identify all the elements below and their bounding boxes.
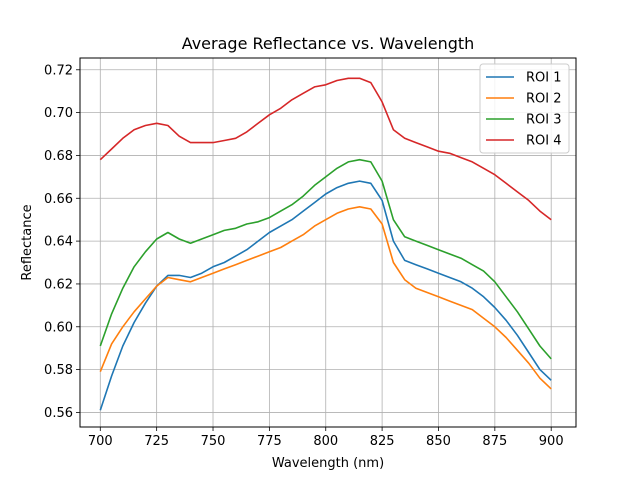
chart-title: Average Reflectance vs. Wavelength — [182, 34, 475, 53]
y-tick-label: 0.56 — [44, 406, 73, 421]
x-tick-label: 900 — [539, 434, 564, 449]
axis-ticks: 700 725 750 775 800 825 850 875 900 0.56 0.58 0.60 0… — [44, 63, 564, 449]
legend-label: ROI 2 — [526, 92, 562, 107]
x-tick-label: 825 — [370, 434, 395, 449]
x-tick-label: 875 — [482, 434, 507, 449]
x-tick-label: 800 — [313, 434, 338, 449]
plot-frame — [79, 57, 577, 428]
y-tick-label: 0.72 — [44, 63, 73, 78]
series-lines — [99, 77, 552, 411]
x-tick-label: 725 — [144, 434, 169, 449]
y-tick-label: 0.66 — [44, 192, 73, 207]
y-tick-label: 0.70 — [44, 106, 73, 121]
y-tick-label: 0.62 — [44, 277, 73, 292]
y-tick-label: 0.58 — [44, 363, 73, 378]
y-axis-label: Reflectance — [20, 204, 35, 280]
y-tick-label: 0.64 — [44, 235, 73, 250]
series-line-roi-3 — [99, 158, 552, 360]
series-line-roi-4 — [99, 77, 552, 221]
legend-box — [479, 63, 570, 154]
x-tick-label: 850 — [426, 434, 451, 449]
legend-label: ROI 3 — [526, 113, 562, 128]
y-tick-label: 0.60 — [44, 320, 73, 335]
legend-label: ROI 4 — [526, 134, 562, 149]
legend-label: ROI 1 — [526, 71, 562, 86]
series-line-roi-1 — [99, 180, 552, 411]
x-tick-label: 750 — [201, 434, 226, 449]
y-tick-label: 0.68 — [44, 149, 73, 164]
x-tick-label: 700 — [88, 434, 113, 449]
series-line-roi-2 — [99, 206, 552, 390]
legend: ROI 1 ROI 2 ROI 3 ROI 4 — [479, 63, 570, 154]
x-tick-label: 775 — [257, 434, 282, 449]
x-axis-label: Wavelength (nm) — [272, 456, 384, 471]
